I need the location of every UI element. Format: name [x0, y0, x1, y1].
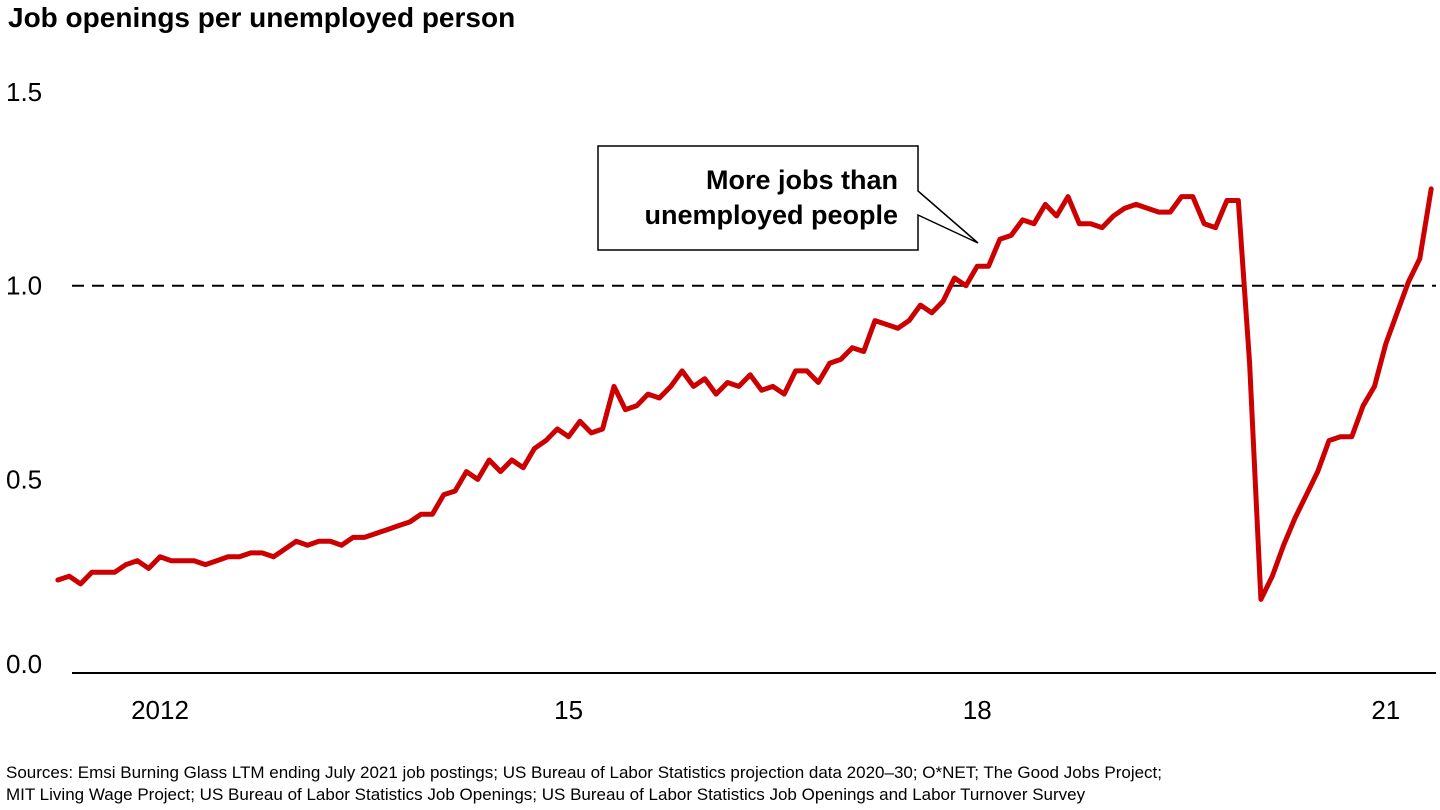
x-tick-label: 15	[554, 695, 583, 725]
annotation-callout: More jobs than unemployed people	[597, 145, 979, 251]
x-axis-ticks: 2012 15 18 21	[131, 695, 1400, 725]
x-tick-label: 18	[963, 695, 992, 725]
x-tick-label: 21	[1371, 695, 1400, 725]
series-line	[55, 186, 1434, 602]
sources-line-2: MIT Living Wage Project; US Bureau of La…	[6, 785, 1086, 804]
y-tick-label: 1.0	[6, 271, 42, 301]
x-tick-label: 2012	[131, 695, 189, 725]
sources-line-1: Sources: Emsi Burning Glass LTM ending J…	[6, 763, 1162, 782]
y-axis-ticks: 0.0 0.5 1.0 1.5	[6, 77, 42, 679]
annotation-line-1: More jobs than	[706, 165, 898, 195]
chart-title: Job openings per unemployed person	[8, 2, 516, 33]
annotation-line-2: unemployed people	[644, 200, 898, 230]
line-chart: 0.0 0.5 1.0 1.5 2012 15 18 21 More jobs than u…	[6, 77, 1436, 725]
y-tick-label: 0.5	[6, 464, 42, 494]
y-tick-label: 0.0	[6, 649, 42, 679]
annotation-box	[597, 145, 979, 251]
sources-note: Sources: Emsi Burning Glass LTM ending J…	[6, 762, 1162, 806]
y-tick-label: 1.5	[6, 77, 42, 107]
